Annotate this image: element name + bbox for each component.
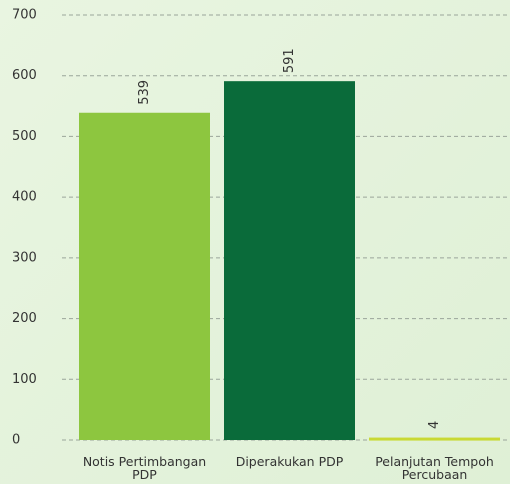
y-tick-label: 700	[12, 8, 37, 23]
bar	[224, 81, 355, 440]
y-tick-label: 600	[12, 68, 37, 83]
x-tick-label: Diperakukan PDP	[235, 454, 344, 469]
y-tick-label: 300	[12, 250, 37, 265]
x-tick-label: Pelanjutan Tempoh Percubaan	[375, 454, 494, 482]
y-tick-label: 500	[12, 129, 37, 144]
value-label: 539	[137, 80, 152, 105]
y-tick-label: 100	[12, 372, 37, 387]
value-label: 4	[427, 421, 442, 429]
bar	[369, 437, 500, 441]
bar	[79, 112, 210, 440]
y-tick-label: 0	[12, 433, 20, 448]
y-tick-label: 400	[12, 190, 37, 205]
value-label: 591	[282, 48, 297, 73]
y-tick-label: 200	[12, 311, 37, 326]
x-tick-label: Notis Pertimbangan PDP	[82, 454, 207, 482]
